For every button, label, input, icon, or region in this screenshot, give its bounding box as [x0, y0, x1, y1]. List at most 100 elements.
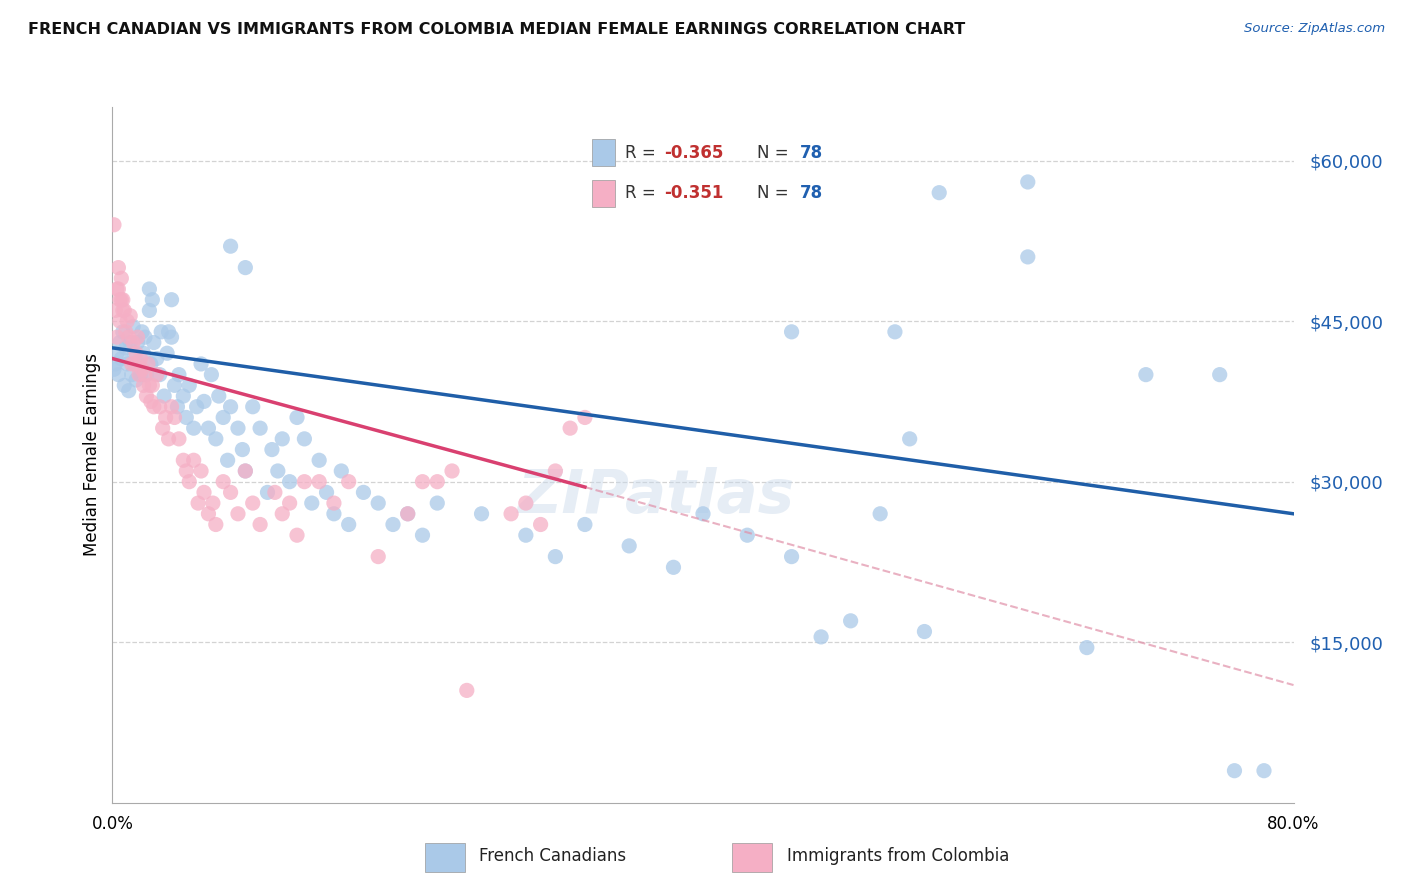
FancyBboxPatch shape: [731, 843, 772, 872]
Point: [110, 293, 132, 307]
Point: [208, 389, 231, 403]
Point: [139, 357, 162, 371]
Point: [1253, 764, 1275, 778]
Point: [135, 368, 157, 382]
Point: [544, 464, 567, 478]
Point: [205, 432, 228, 446]
Point: [456, 683, 478, 698]
Point: [692, 507, 714, 521]
Point: [529, 517, 551, 532]
Point: [898, 432, 921, 446]
Point: [219, 239, 242, 253]
Point: [150, 325, 173, 339]
Point: [212, 475, 235, 489]
Point: [574, 410, 596, 425]
Point: [301, 496, 323, 510]
Point: [105, 282, 128, 296]
Point: [110, 351, 132, 366]
Point: [323, 507, 346, 521]
Point: [110, 271, 132, 285]
Point: [411, 528, 433, 542]
Text: Immigrants from Colombia: Immigrants from Colombia: [786, 847, 1010, 865]
Point: [426, 496, 449, 510]
Point: [128, 368, 150, 382]
Point: [219, 400, 242, 414]
Point: [105, 330, 128, 344]
Point: [205, 517, 228, 532]
Point: [112, 378, 135, 392]
Point: [111, 303, 134, 318]
Point: [125, 373, 148, 387]
Point: [323, 496, 346, 510]
Point: [914, 624, 936, 639]
Point: [839, 614, 862, 628]
Point: [135, 389, 157, 403]
Point: [292, 432, 315, 446]
Point: [124, 346, 146, 360]
Point: [124, 357, 146, 371]
Point: [574, 517, 596, 532]
Point: [515, 496, 537, 510]
Point: [108, 314, 131, 328]
Point: [141, 293, 163, 307]
Point: [122, 319, 145, 334]
Point: [114, 325, 136, 339]
Point: [1135, 368, 1157, 382]
Point: [219, 485, 242, 500]
Point: [212, 410, 235, 425]
Point: [1076, 640, 1098, 655]
Point: [190, 464, 212, 478]
Point: [810, 630, 832, 644]
Point: [111, 325, 134, 339]
Point: [104, 357, 127, 371]
Point: [264, 485, 287, 500]
Point: [278, 496, 301, 510]
Point: [285, 528, 308, 542]
Point: [186, 400, 208, 414]
Point: [193, 394, 215, 409]
Point: [183, 421, 205, 435]
Point: [249, 421, 271, 435]
Point: [231, 442, 253, 457]
Point: [134, 330, 156, 344]
Point: [155, 410, 177, 425]
Point: [662, 560, 685, 574]
Point: [146, 351, 169, 366]
Text: French Canadians: French Canadians: [479, 847, 627, 865]
Point: [470, 507, 494, 521]
Point: [117, 357, 138, 371]
FancyBboxPatch shape: [425, 843, 465, 872]
Point: [242, 496, 264, 510]
Point: [105, 346, 128, 360]
Point: [780, 549, 803, 564]
Point: [122, 335, 145, 350]
Point: [136, 357, 159, 371]
Point: [869, 507, 891, 521]
Point: [146, 368, 169, 382]
Point: [558, 421, 582, 435]
Point: [134, 368, 156, 382]
Point: [128, 357, 150, 371]
Point: [382, 517, 405, 532]
Point: [107, 282, 129, 296]
Point: [260, 442, 283, 457]
Point: [132, 378, 155, 392]
Point: [226, 507, 249, 521]
Point: [242, 400, 264, 414]
Point: [163, 378, 186, 392]
Point: [149, 368, 172, 382]
Point: [112, 303, 135, 318]
Point: [166, 400, 188, 414]
Point: [138, 303, 160, 318]
Point: [120, 309, 142, 323]
Point: [131, 325, 153, 339]
Point: [190, 357, 212, 371]
Point: [179, 378, 201, 392]
Point: [1017, 250, 1039, 264]
Point: [104, 303, 127, 318]
Text: ZIPatlas: ZIPatlas: [517, 467, 794, 526]
Point: [1223, 764, 1246, 778]
Point: [183, 453, 205, 467]
Point: [226, 421, 249, 435]
Point: [157, 325, 180, 339]
